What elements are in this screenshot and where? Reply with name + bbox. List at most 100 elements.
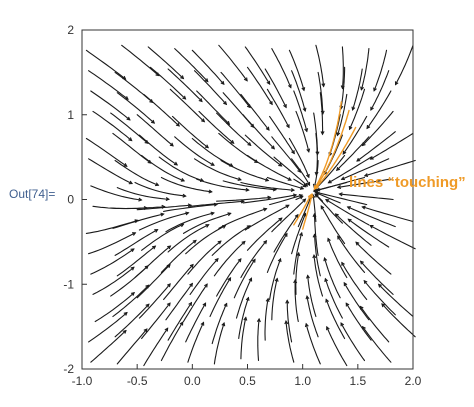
streamline-arrowhead xyxy=(251,258,256,263)
streamline xyxy=(240,240,267,279)
streamline-arrowhead xyxy=(278,162,283,167)
streamline-arrowhead xyxy=(287,177,292,181)
streamline-arrowhead xyxy=(342,150,347,155)
streamline xyxy=(94,292,135,323)
streamline xyxy=(220,159,269,182)
streamline-arrowhead xyxy=(210,211,215,216)
streamline-arrowhead xyxy=(341,261,345,266)
streamline-arrowhead xyxy=(214,257,219,263)
streamline xyxy=(315,44,325,87)
streamline xyxy=(163,203,218,212)
streamline xyxy=(182,283,208,323)
streamline xyxy=(114,71,154,103)
streamline-arrowhead xyxy=(243,77,248,82)
streamline-arrowhead xyxy=(325,298,329,303)
streamline-arrowhead xyxy=(180,75,185,80)
streamline-arrowhead xyxy=(245,296,250,301)
streamline xyxy=(347,218,390,248)
streamline-arrowhead xyxy=(263,240,268,245)
streamline xyxy=(211,225,251,256)
streamline-arrowhead xyxy=(373,87,377,92)
streamline-arrowhead xyxy=(208,189,213,194)
streamline xyxy=(218,44,248,82)
streamline-arrowhead xyxy=(192,239,197,244)
streamline-arrowhead xyxy=(315,151,320,156)
streamline-arrowhead xyxy=(189,263,194,268)
streamline xyxy=(395,44,414,86)
streamline xyxy=(198,110,235,144)
streamline-arrowhead xyxy=(360,86,364,91)
streamline-arrowhead xyxy=(284,320,289,325)
streamline xyxy=(325,199,370,226)
streamline xyxy=(314,191,368,206)
streamline-arrowhead xyxy=(340,322,345,327)
streamline-arrowhead xyxy=(248,277,253,282)
streamline xyxy=(325,298,346,340)
streamline xyxy=(112,284,150,318)
streamline-arrowhead xyxy=(245,187,250,192)
streamline-arrowhead xyxy=(347,218,352,223)
streamline xyxy=(90,248,135,275)
streamline xyxy=(264,298,269,341)
streamline-arrowhead xyxy=(265,297,270,302)
streamline xyxy=(288,137,310,178)
streamline xyxy=(327,238,348,279)
streamline xyxy=(341,262,368,301)
streamline-arrowhead xyxy=(223,302,228,307)
streamline xyxy=(345,302,372,341)
highlighted-streamline-arrowhead xyxy=(313,185,318,190)
streamline-arrowhead xyxy=(243,316,248,321)
streamline xyxy=(110,112,149,144)
streamline-arrowhead xyxy=(130,291,135,296)
streamline-arrowhead xyxy=(305,173,310,179)
streamline xyxy=(114,303,150,338)
streamline xyxy=(326,326,348,367)
streamline xyxy=(273,156,308,187)
streamline xyxy=(160,176,213,193)
streamline xyxy=(370,132,414,160)
streamline xyxy=(361,206,414,223)
streamlines xyxy=(85,44,416,367)
streamline-arrowhead xyxy=(363,279,368,285)
streamline-arrowhead xyxy=(337,235,341,240)
streamline-arrowhead xyxy=(151,245,157,250)
streamline xyxy=(291,70,306,112)
streamline-arrowhead xyxy=(274,277,279,282)
streamline-arrowhead xyxy=(264,177,270,182)
streamline xyxy=(361,110,394,147)
streamline xyxy=(324,278,343,319)
streamline xyxy=(121,44,160,77)
streamline-arrowhead xyxy=(291,150,295,155)
streamline xyxy=(138,283,171,319)
streamline-arrowhead xyxy=(182,193,187,198)
streamline xyxy=(185,302,207,343)
streamline xyxy=(360,48,370,91)
streamline xyxy=(269,115,295,154)
streamline xyxy=(174,48,209,83)
streamline-arrowhead xyxy=(290,187,296,193)
streamline xyxy=(340,66,346,110)
streamline-arrowhead xyxy=(338,192,343,197)
highlighted-streamline xyxy=(314,101,342,189)
streamline xyxy=(266,176,304,190)
streamline-arrowhead xyxy=(327,179,332,184)
x-tick-label: 1.5 xyxy=(349,374,366,388)
streamline-arrowhead xyxy=(348,125,353,131)
streamline-arrowhead xyxy=(210,162,215,166)
streamline xyxy=(116,187,170,200)
streamline-arrowhead xyxy=(377,283,382,288)
streamline-arrowhead xyxy=(361,205,366,210)
streamline xyxy=(312,194,317,223)
streamline xyxy=(286,299,293,343)
streamline-arrowhead xyxy=(369,225,374,229)
streamline-arrowhead xyxy=(230,139,235,144)
streamline-arrowhead xyxy=(128,137,133,142)
streamline-arrowhead xyxy=(343,281,348,287)
y-axis-ticks: -2 -1 0 1 2 xyxy=(63,23,87,376)
highlighted-streamline xyxy=(313,109,350,190)
streamline-arrowhead xyxy=(126,116,131,121)
streamline xyxy=(317,71,324,115)
streamline xyxy=(88,232,136,255)
streamline xyxy=(193,158,242,181)
streamline xyxy=(134,245,171,279)
